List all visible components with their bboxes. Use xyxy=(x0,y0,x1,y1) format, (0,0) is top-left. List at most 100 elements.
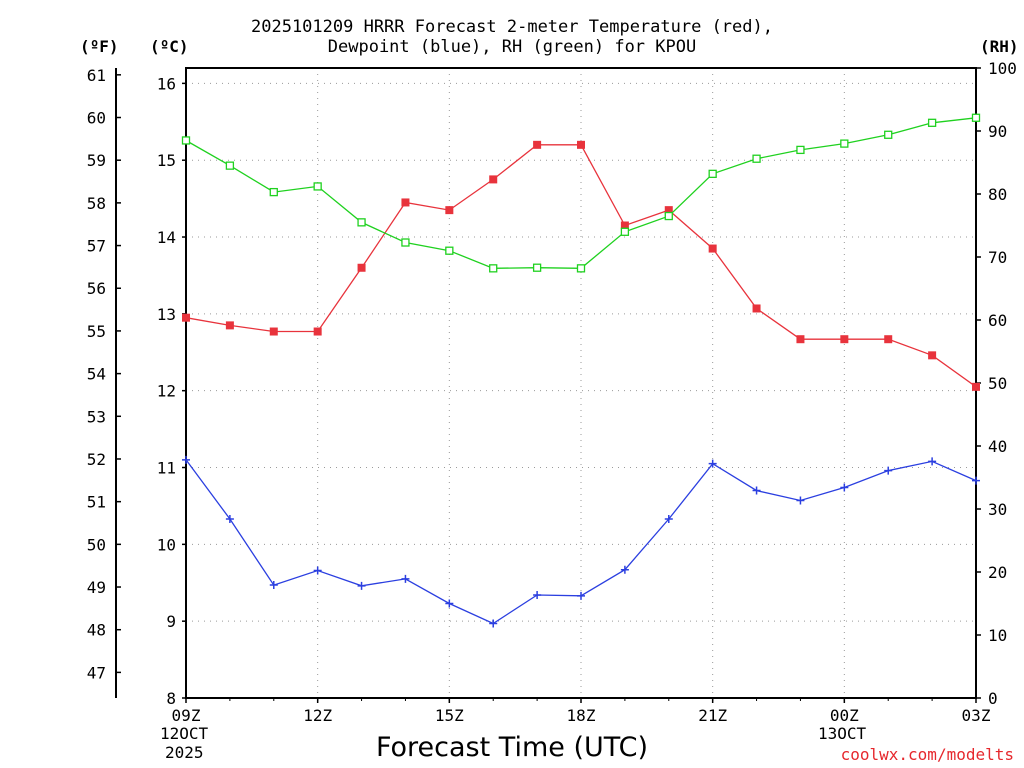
dewpoint-point xyxy=(269,581,278,590)
x-tick-label: 00Z xyxy=(830,706,859,725)
c-tick-label: 15 xyxy=(157,151,176,170)
f-tick-label: 52 xyxy=(87,450,106,469)
temperature-point xyxy=(620,221,629,230)
f-tick-label: 55 xyxy=(87,322,106,341)
temperature-point xyxy=(489,175,498,184)
dewpoint-point xyxy=(664,514,673,523)
x-date-label-end-1: 13OCT xyxy=(818,724,867,743)
rh-point xyxy=(971,113,981,122)
c-tick-label: 9 xyxy=(166,612,176,631)
rh-point xyxy=(576,264,586,273)
dewpoint-point xyxy=(533,591,542,600)
chart-title-line-2: Dewpoint (blue), RH (green) for KPOU xyxy=(327,37,697,57)
plot-frame xyxy=(185,67,977,699)
dewpoint-point xyxy=(972,476,980,485)
temperature-point xyxy=(884,335,893,344)
rh-tick-label: 0 xyxy=(988,689,998,708)
axes xyxy=(115,67,981,703)
temperature-point xyxy=(796,335,805,344)
dewpoint-point xyxy=(225,514,234,523)
dewpoint-point xyxy=(401,574,410,583)
dewpoint-point xyxy=(489,619,498,628)
x-tick-label: 15Z xyxy=(435,706,464,725)
rh-tick-label: 40 xyxy=(988,437,1007,456)
x-tick-label: 09Z xyxy=(172,706,201,725)
f-tick-label: 50 xyxy=(87,535,106,554)
rh-point xyxy=(884,130,893,139)
f-tick-label: 58 xyxy=(87,194,106,213)
f-tick-label: 61 xyxy=(87,66,106,85)
c-tick-label: 10 xyxy=(157,535,176,554)
dewpoint-point xyxy=(928,457,937,466)
rh-point xyxy=(181,136,191,145)
rh-tick-label: 30 xyxy=(988,500,1007,519)
f-tick-label: 57 xyxy=(87,237,106,256)
rh-point xyxy=(532,263,542,272)
x-tick-label: 12Z xyxy=(303,706,332,725)
temperature-point xyxy=(445,206,454,215)
dewpoint-point xyxy=(445,599,454,608)
temperature-point xyxy=(401,198,410,207)
rh-point xyxy=(927,118,937,127)
c-tick-label: 8 xyxy=(166,689,176,708)
x-date-label-start-1: 12OCT xyxy=(160,724,209,743)
c-tick-label: 12 xyxy=(157,382,176,401)
rh-point xyxy=(664,211,673,221)
rh-tick-label: 90 xyxy=(988,122,1007,141)
c-tick-label: 11 xyxy=(157,459,176,478)
dewpoint-point xyxy=(620,565,629,574)
temperature-point xyxy=(928,351,937,360)
dewpoint-point xyxy=(884,466,893,475)
dewpoint-point xyxy=(840,483,849,492)
x-tick-label: 21Z xyxy=(698,706,727,725)
rh-unit-label: (RH) xyxy=(980,37,1019,56)
f-tick-label: 49 xyxy=(87,578,106,597)
temperature-point xyxy=(225,321,234,330)
c-tick-label: 14 xyxy=(157,228,176,247)
temperature-point xyxy=(313,327,322,336)
temperature-point xyxy=(577,140,585,149)
data-series xyxy=(181,113,981,628)
rh-tick-label: 70 xyxy=(988,248,1007,267)
f-tick-label: 59 xyxy=(87,151,106,170)
fahrenheit-unit-label: (ºF) xyxy=(80,37,119,56)
dewpoint-point xyxy=(577,591,585,600)
f-tick-label: 47 xyxy=(87,663,106,682)
temperature-point xyxy=(972,382,980,391)
f-tick-label: 56 xyxy=(87,279,106,298)
dewpoint-point xyxy=(796,496,805,505)
tick-labels: 09Z 12Z 15Z 18Z 21Z 00Z 03Z 8 9 10 11 12 13 14 15 16 47 4… xyxy=(87,59,1017,725)
rh-tick-label: 10 xyxy=(988,626,1007,645)
temperature-point xyxy=(357,263,366,272)
rh-point xyxy=(445,246,454,255)
rh-point xyxy=(489,264,498,273)
credit-text: coolwx.com/modelts xyxy=(840,745,1014,764)
temperature-point xyxy=(708,244,717,253)
rh-point xyxy=(225,161,235,170)
celsius-unit-label: (ºC) xyxy=(150,37,189,56)
rh-tick-label: 20 xyxy=(988,563,1007,582)
rh-point xyxy=(357,218,366,227)
f-tick-label: 48 xyxy=(87,621,106,640)
rh-tick-label: 60 xyxy=(988,311,1007,330)
temperature-point xyxy=(182,313,190,322)
c-tick-label: 16 xyxy=(157,74,176,93)
c-tick-label: 13 xyxy=(157,305,176,324)
dewpoint-point xyxy=(752,486,761,495)
dewpoint-point xyxy=(708,459,717,468)
x-tick-label: 03Z xyxy=(962,706,991,725)
dewpoint-point xyxy=(313,566,322,575)
rh-point xyxy=(752,154,761,163)
rh-point xyxy=(620,227,630,236)
rh-tick-label: 50 xyxy=(988,374,1007,393)
rh-point xyxy=(313,182,322,191)
gridlines xyxy=(186,68,976,698)
f-tick-label: 54 xyxy=(87,365,106,384)
f-tick-label: 60 xyxy=(87,109,106,128)
rh-tick-label: 80 xyxy=(988,185,1007,204)
temperature-point xyxy=(533,140,542,149)
dewpoint-point xyxy=(357,581,366,590)
rh-point xyxy=(708,169,717,178)
f-tick-label: 53 xyxy=(87,407,106,426)
